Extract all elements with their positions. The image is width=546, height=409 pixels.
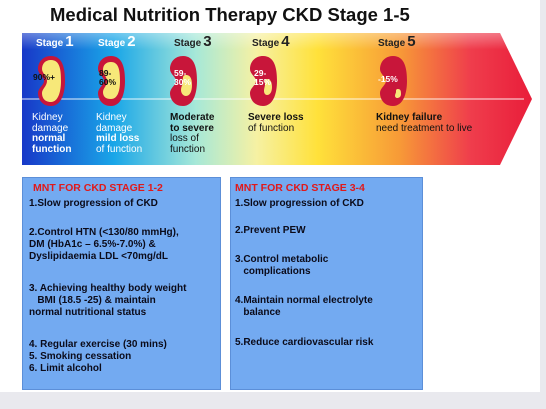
kidney-icon <box>376 55 410 107</box>
list-item: 1.Slow progression of CKD <box>235 198 364 209</box>
box-heading: MNT FOR CKD STAGE 3-4 <box>235 182 365 194</box>
list-item: 5.Reduce cardiovascular risk <box>235 337 374 348</box>
mnt-stage-1-2-box: MNT FOR CKD STAGE 1-2 1.Slow progression… <box>22 177 221 390</box>
slide: Medical Nutrition Therapy CKD Stage 1-5 <box>0 0 540 392</box>
list-item: 1.Slow progression of CKD <box>29 198 158 209</box>
list-item: balance <box>235 307 281 318</box>
kidney-icon <box>248 55 278 107</box>
stage-4-description: Severe loss of function <box>248 112 304 134</box>
list-item: BMI (18.5 -25) & maintain <box>29 295 156 306</box>
list-item: Dyslipidaemia LDL <70mg/dL <box>29 251 169 262</box>
list-item: 6. Limit alcohol <box>29 363 102 374</box>
stage-2-gfr: 89- 60% <box>99 68 117 87</box>
mnt-stage-3-4-box: MNT FOR CKD STAGE 3-4 1.Slow progression… <box>230 177 423 390</box>
kidney-icon <box>96 55 126 107</box>
list-item: 4.Maintain normal electrolyte <box>235 295 373 306</box>
slide-title: Medical Nutrition Therapy CKD Stage 1-5 <box>50 4 410 25</box>
list-item: complications <box>235 266 311 277</box>
stage-1-heading: Stage 1 <box>36 33 74 50</box>
stage-2-heading: Stage 2 <box>98 33 136 50</box>
stage-1-description: Kidney damage normal function <box>32 112 72 155</box>
kidney-icon <box>168 55 198 107</box>
stage-3-gfr: 59- 30% <box>174 68 192 87</box>
box-heading: MNT FOR CKD STAGE 1-2 <box>33 182 163 194</box>
list-item: 2.Prevent PEW <box>235 225 306 236</box>
list-item: 2.Control HTN (<130/80 mmHg), <box>29 227 179 238</box>
stage-1-gfr: 90%+ <box>33 72 55 82</box>
stage-3-heading: Stage 3 <box>174 33 212 50</box>
stage-3-description: Moderate to severe loss of function <box>170 112 215 155</box>
list-item: 3.Control metabolic <box>235 254 329 265</box>
list-item: 3. Achieving healthy body weight <box>29 283 187 294</box>
stage-4-heading: Stage 4 <box>252 33 290 50</box>
list-item: 5. Smoking cessation <box>29 351 132 362</box>
ckd-stage-banner: Stage 1 90%+ Kidney damage normal functio… <box>22 33 532 165</box>
stage-5-description: Kidney failure need treatment to live <box>376 112 473 134</box>
stage-5-heading: Stage 5 <box>378 33 416 50</box>
stage-4-gfr: 29- 15% <box>254 68 272 87</box>
list-item: 4. Regular exercise (30 mins) <box>29 339 167 350</box>
kidney-icon <box>36 55 66 107</box>
stage-5-gfr: -15% <box>378 74 398 84</box>
list-item: DM (HbA1c – 6.5%-7.0%) & <box>29 239 156 250</box>
stage-2-description: Kidney damage mild loss of function <box>96 112 143 155</box>
list-item: normal nutritional status <box>29 307 147 318</box>
